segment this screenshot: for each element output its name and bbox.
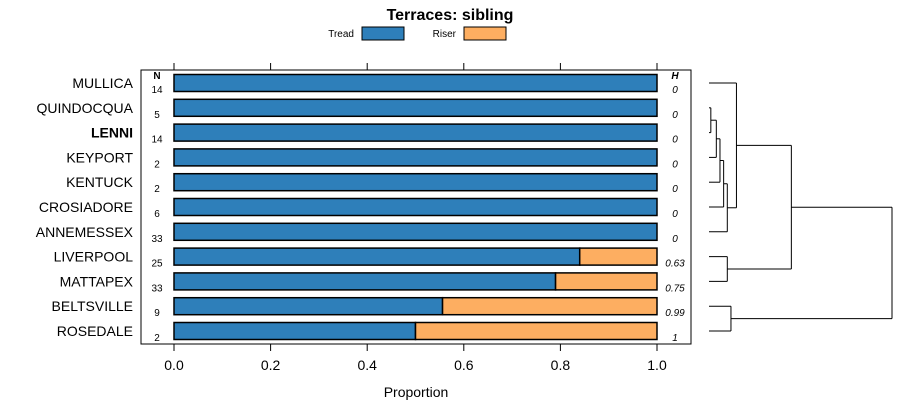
row-label: MATTAPEX <box>60 273 134 289</box>
row-label: LENNI <box>91 125 133 141</box>
h-value: 0 <box>672 209 678 220</box>
h-value: 0.75 <box>665 283 685 294</box>
n-value: 33 <box>151 283 163 294</box>
n-value: 6 <box>154 209 160 220</box>
bar-segment-tread <box>173 321 417 341</box>
row-label: QUINDOCQUA <box>37 100 134 116</box>
bar-segment-riser <box>554 272 658 291</box>
bar-segment-tread <box>173 73 658 93</box>
x-tick-label: 0.8 <box>551 357 571 373</box>
plot-panel <box>140 69 692 345</box>
x-tick-label: 1.0 <box>647 357 667 373</box>
h-value: 0 <box>672 110 678 121</box>
n-value: 14 <box>151 135 163 146</box>
row-label: CROSIADORE <box>39 199 133 215</box>
n-column-header: N <box>153 71 160 82</box>
row-label: LIVERPOOL <box>54 249 134 265</box>
x-axis-title: Proportion <box>384 384 449 400</box>
bar-segment-tread <box>173 272 557 291</box>
bar-segment-riser <box>578 247 658 266</box>
x-tick-label: 0.2 <box>261 357 281 373</box>
bar-segment-tread <box>173 247 581 266</box>
legend-label-tread: Tread <box>328 29 354 40</box>
n-value: 2 <box>154 333 160 344</box>
x-axis: 0.0 0.2 0.4 0.6 0.8 1.0 <box>164 63 667 373</box>
x-tick-label: 0.6 <box>454 357 474 373</box>
legend-swatch-riser <box>463 26 507 41</box>
h-value: 1 <box>672 333 678 344</box>
n-value: 2 <box>154 184 160 195</box>
row-label: BELTSVILLE <box>52 298 133 314</box>
n-value: 14 <box>151 85 163 96</box>
h-values: 0 0 0 0 0 0 0 0.63 0.75 0.99 1 <box>665 85 685 344</box>
bars <box>173 73 658 341</box>
h-value: 0.99 <box>665 308 685 319</box>
legend-swatch-tread <box>361 26 405 41</box>
row-label: KEYPORT <box>66 149 133 165</box>
legend-label-riser: Riser <box>433 29 457 40</box>
n-value: 5 <box>154 110 160 121</box>
row-label: KENTUCK <box>66 174 134 190</box>
h-value: 0.63 <box>665 259 685 270</box>
h-column-header: H <box>671 71 679 82</box>
h-value: 0 <box>672 159 678 170</box>
bar-segment-riser <box>441 296 658 316</box>
bar-segment-tread <box>173 197 658 217</box>
bar-segment-tread <box>173 222 658 242</box>
n-value: 25 <box>151 259 163 270</box>
h-value: 0 <box>672 135 678 146</box>
bar-segment-tread <box>173 123 658 142</box>
bar-segment-tread <box>173 98 658 118</box>
n-value: 9 <box>154 308 160 319</box>
bar-segment-riser <box>414 321 658 341</box>
h-value: 0 <box>672 85 678 96</box>
bar-segment-tread <box>173 148 658 167</box>
n-value: 2 <box>154 159 160 170</box>
bar-segment-tread <box>173 296 444 316</box>
dendrogram <box>709 82 893 332</box>
row-label: MULLICA <box>72 75 133 91</box>
h-value: 0 <box>672 184 678 195</box>
chart-title: Terraces: sibling <box>387 7 514 24</box>
x-tick-label: 0.4 <box>357 357 377 373</box>
row-label: ANNEMESSEX <box>36 224 134 240</box>
h-value: 0 <box>672 234 678 245</box>
row-labels: MULLICA QUINDOCQUA LENNI KEYPORT KENTUCK CROS… <box>36 75 134 339</box>
bar-segment-tread <box>173 172 658 192</box>
n-values: 14 5 14 2 2 6 33 25 33 9 2 <box>151 85 163 344</box>
n-value: 33 <box>151 234 163 245</box>
row-label: ROSEDALE <box>57 323 133 339</box>
x-tick-label: 0.0 <box>164 357 184 373</box>
legend: Tread Riser <box>328 26 507 41</box>
